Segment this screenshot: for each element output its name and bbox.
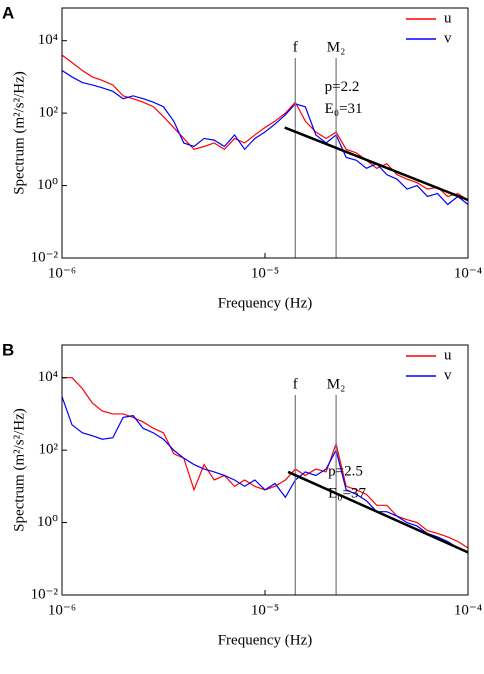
x-axis-label: Frequency (Hz) bbox=[218, 632, 313, 648]
fit-line bbox=[287, 470, 469, 554]
fit-line bbox=[284, 126, 469, 202]
y-axis-label: Spectrum (m²/s²/Hz) bbox=[11, 71, 27, 195]
y-tick-label: 10⁰ bbox=[37, 177, 58, 193]
legend-label: v bbox=[444, 30, 452, 46]
x-tick-label: 10⁻⁶ bbox=[48, 602, 76, 618]
legend-box bbox=[402, 346, 467, 386]
x-tick-label: 10⁻⁵ bbox=[251, 602, 279, 618]
x-tick-label: 10⁻⁶ bbox=[48, 265, 76, 281]
series-line bbox=[61, 70, 469, 206]
y-axis-label: Spectrum (m²/s²/Hz) bbox=[11, 408, 27, 532]
y-tick-label: 10⁴ bbox=[38, 369, 58, 385]
y-tick-label: 10⁻² bbox=[31, 586, 59, 602]
y-tick-label: 10² bbox=[39, 442, 59, 458]
x-tick-label: 10⁻⁴ bbox=[454, 265, 482, 281]
legend-label: u bbox=[444, 347, 452, 363]
legend-box bbox=[402, 9, 467, 49]
x-axis-label: Frequency (Hz) bbox=[218, 295, 313, 311]
reference-label: M₂ bbox=[327, 376, 346, 392]
panel-label: B bbox=[2, 340, 14, 359]
panel-label: A bbox=[2, 3, 14, 22]
reference-label: M₂ bbox=[327, 39, 346, 55]
reference-label: f bbox=[293, 376, 298, 392]
y-tick-label: 10² bbox=[39, 105, 59, 121]
fit-label: p=2.5 bbox=[328, 463, 363, 479]
legend-label: u bbox=[444, 10, 452, 26]
fit-label: p=2.2 bbox=[325, 79, 360, 95]
reference-label: f bbox=[293, 39, 298, 55]
y-tick-label: 10⁰ bbox=[37, 514, 58, 530]
y-tick-label: 10⁴ bbox=[38, 32, 58, 48]
series-line bbox=[61, 54, 469, 201]
fit-label: E₀=31 bbox=[325, 101, 363, 117]
x-tick-label: 10⁻⁴ bbox=[454, 602, 482, 618]
series-line bbox=[61, 396, 469, 553]
y-tick-label: 10⁻² bbox=[31, 249, 59, 265]
legend-label: v bbox=[444, 367, 452, 383]
fit-label: E₀=37 bbox=[328, 485, 366, 501]
x-tick-label: 10⁻⁵ bbox=[251, 265, 279, 281]
